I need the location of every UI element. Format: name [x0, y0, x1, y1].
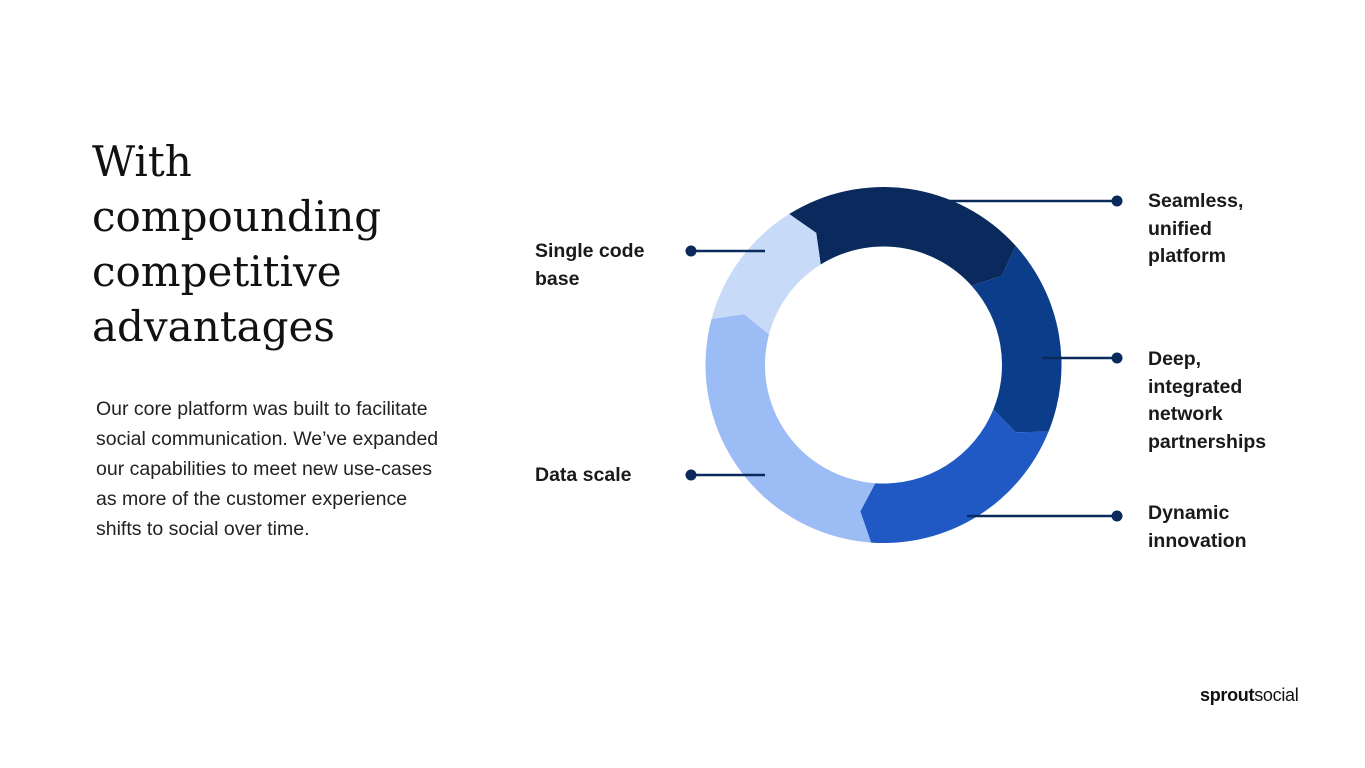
label-seamless: Seamless, unified platform [1148, 190, 1244, 267]
sproutsocial-logo: sproutsocial [1200, 685, 1299, 705]
connector-deep [1042, 352, 1123, 364]
segment-single-code [711, 214, 821, 335]
connector-dot [685, 245, 697, 257]
connector-dot [685, 469, 697, 481]
label-deep: Deep, integrated network partnerships [1148, 348, 1267, 453]
label-data-scale: Data scale [535, 464, 632, 486]
segment-dynamic [860, 409, 1049, 543]
segment-seamless [789, 187, 1016, 286]
label-single-code: Single code base [535, 240, 645, 290]
connector-data-scale [685, 469, 765, 481]
connector-seamless [945, 195, 1123, 207]
segment-data-scale [705, 314, 876, 543]
connector-single-code [685, 245, 765, 257]
body-text: Our core platform was built to facilitat… [96, 398, 439, 540]
label-dynamic: Dynamic innovation [1148, 502, 1247, 552]
page-title: With compounding competitive advantages [92, 137, 382, 351]
connector-dot [1111, 195, 1123, 207]
connector-dot [1111, 352, 1123, 364]
connector-dot [1111, 510, 1123, 522]
segment-deep [971, 245, 1062, 433]
connector-dynamic [967, 510, 1123, 522]
